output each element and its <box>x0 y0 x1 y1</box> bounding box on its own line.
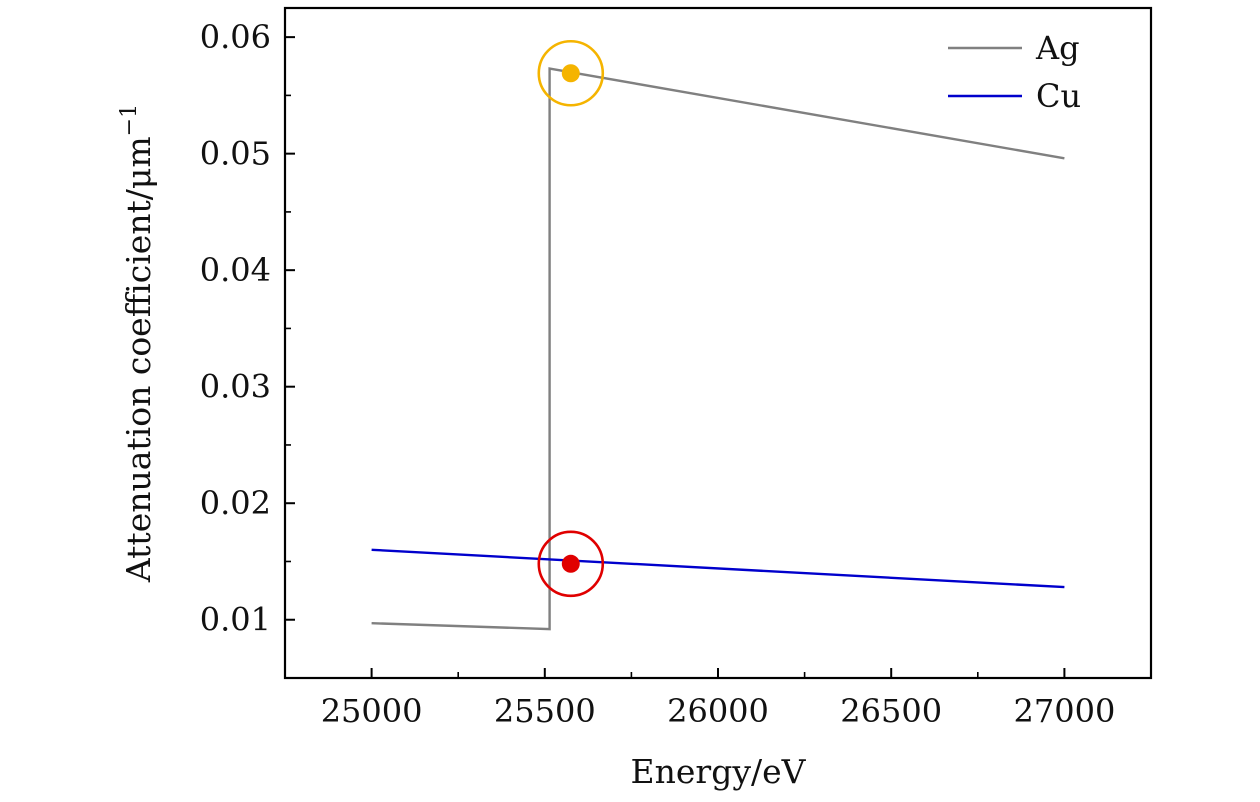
ticks-layer: 25000 25500 26000 26500 27000 0.01 0.02 0.03 0.0… <box>200 18 1116 730</box>
marker-dot-ag <box>561 64 580 83</box>
legend: Ag Cu <box>948 29 1081 115</box>
y-tick-label: 0.01 <box>200 601 271 639</box>
x-tick-label: 25000 <box>321 692 423 730</box>
x-axis-title: Energy/eV <box>631 752 807 791</box>
series-line-ag <box>371 67 1065 631</box>
y-tick-label: 0.04 <box>200 251 271 289</box>
series-line-cu <box>371 548 1065 589</box>
y-axis-title-exponent: −1 <box>117 104 142 136</box>
marker-dot-cu <box>561 554 580 573</box>
y-tick-label: 0.03 <box>200 368 271 406</box>
y-tick-label: 0.06 <box>200 18 271 56</box>
marks-layer <box>371 39 1065 631</box>
y-tick-label: 0.05 <box>200 135 271 173</box>
plot-frame <box>283 6 1153 680</box>
marker-ring-cu <box>537 530 605 598</box>
marker-ring-ag <box>537 39 605 107</box>
x-tick-label: 27000 <box>1014 692 1116 730</box>
x-tick-label: 26500 <box>840 692 942 730</box>
y-axis-title: Attenuation coefficient/μm−1 <box>117 104 158 583</box>
y-tick-label: 0.02 <box>200 484 271 522</box>
legend-label-ag: Ag <box>1035 29 1080 67</box>
legend-label-cu: Cu <box>1036 77 1081 115</box>
x-tick-label: 25500 <box>494 692 596 730</box>
y-axis-title-text: Attenuation coefficient/μm <box>119 136 158 583</box>
x-tick-label: 26000 <box>667 692 769 730</box>
